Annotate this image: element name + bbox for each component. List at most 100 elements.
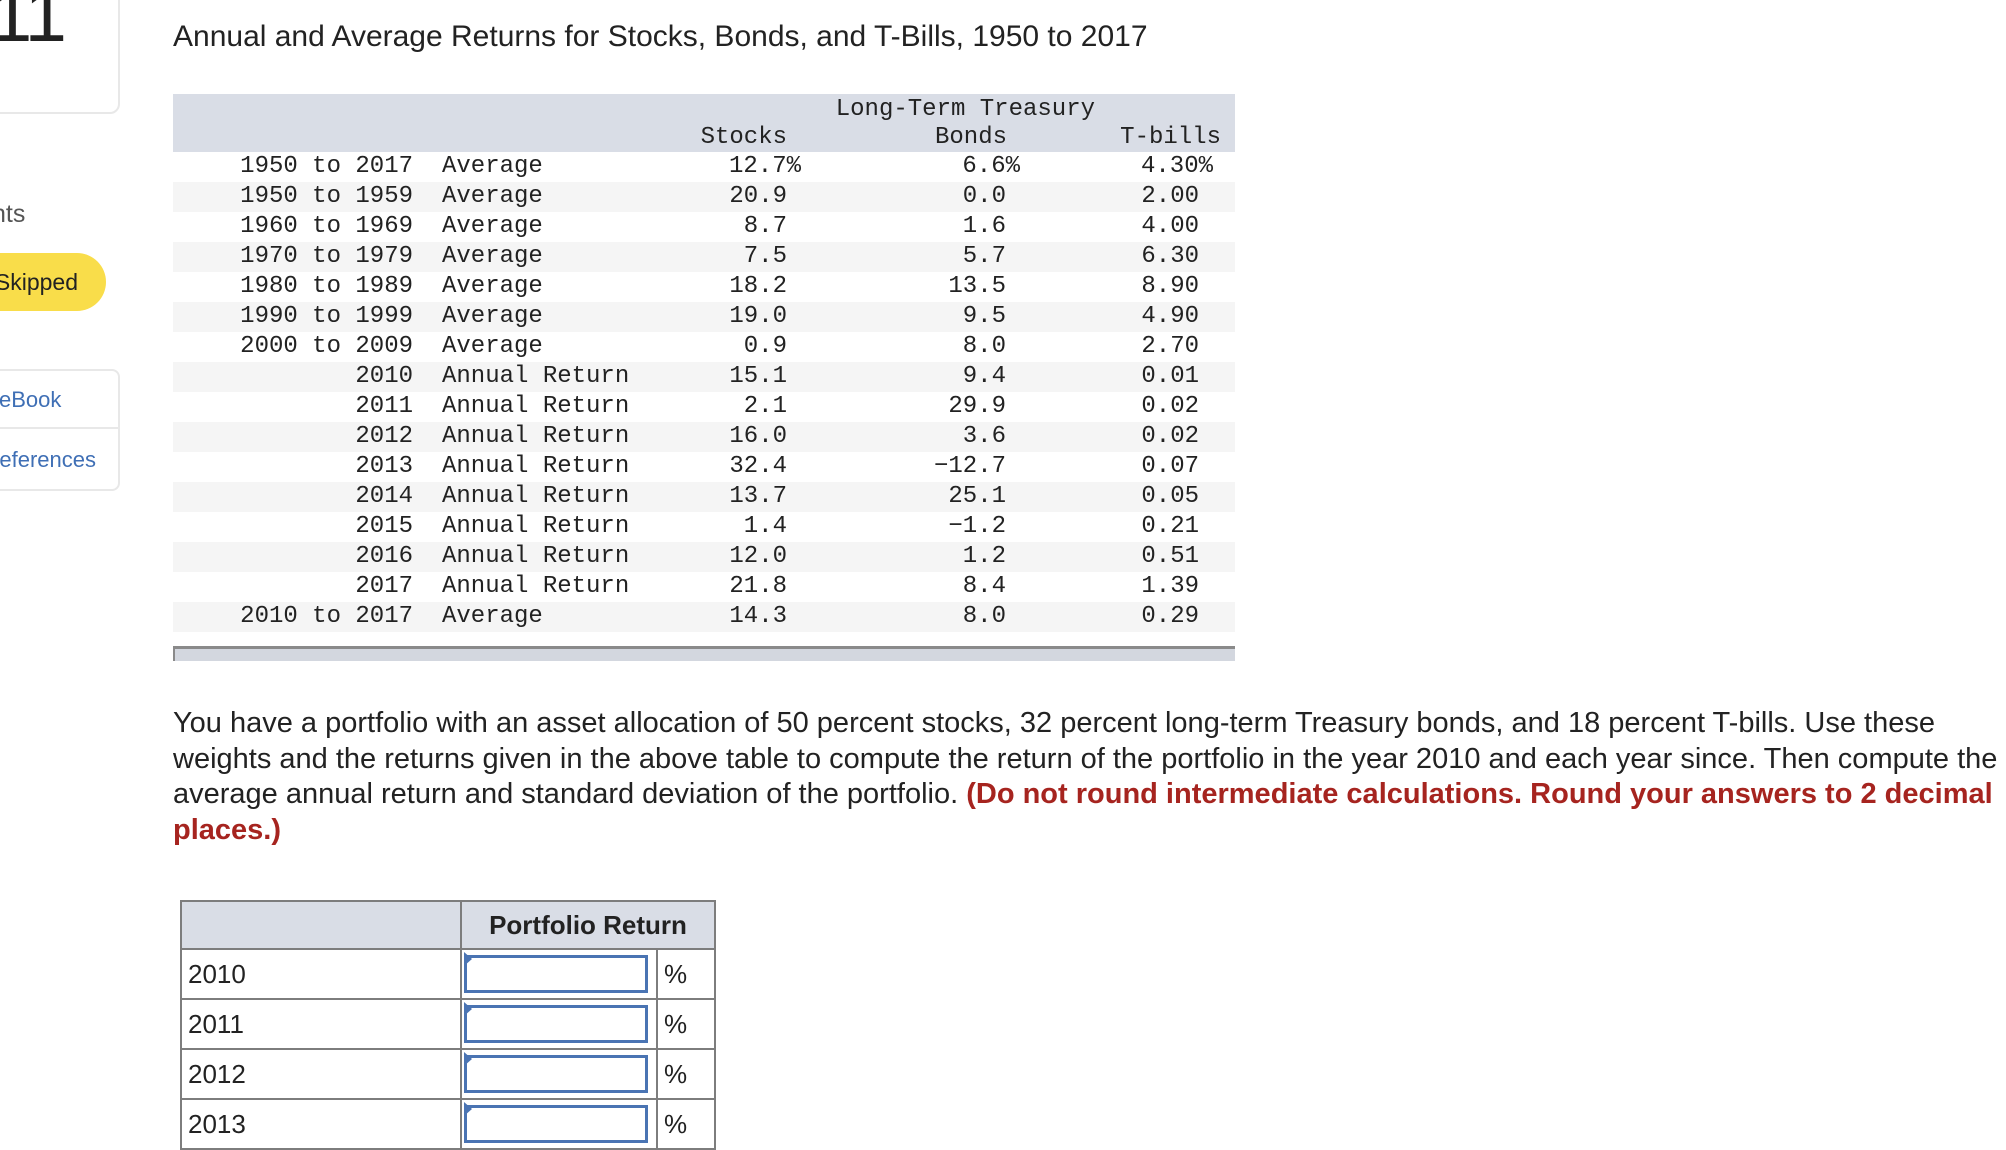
- question-number-card: 11: [0, 0, 120, 114]
- table-row: 1960 to 1969 Average 8.7 1.6 4.00: [173, 212, 1235, 242]
- answer-year: 2013: [180, 1098, 462, 1150]
- portfolio-return-input[interactable]: [464, 1005, 648, 1043]
- cell-period: 2000 to 2009: [240, 333, 413, 360]
- cell-tbills: 0.01: [1141, 363, 1199, 390]
- percent-unit: %: [656, 1098, 716, 1150]
- table-row: 2010 Annual Return 15.1 9.4 0.01: [173, 362, 1235, 392]
- table-row: 2016 Annual Return 12.0 1.2 0.51: [173, 542, 1235, 572]
- cell-period: 2011: [355, 393, 413, 420]
- header-bonds-line1: Long-Term Treasury: [835, 96, 1095, 123]
- cell-stocks: 15.1: [729, 363, 787, 390]
- cell-period: 2012: [355, 423, 413, 450]
- table-row: 1950 to 2017 Average 12.7% 6.6% 4.30%: [173, 152, 1235, 182]
- cell-period: 2010: [355, 363, 413, 390]
- table-row: 1990 to 1999 Average 19.0 9.5 4.90: [173, 302, 1235, 332]
- cell-tbills: 0.02: [1141, 423, 1199, 450]
- cell-bonds: 6.6%: [962, 153, 1020, 180]
- answer-table-header-row: Portfolio Return: [180, 900, 716, 950]
- cell-bonds: 0.0: [962, 183, 1006, 210]
- answer-table-body: 2010% 2011% 2012% 2013%: [180, 948, 716, 1150]
- percent-unit: %: [656, 948, 716, 1000]
- references-link-label: eferences: [0, 447, 96, 472]
- cell-tbills: 8.90: [1141, 273, 1199, 300]
- cell-period: 2015: [355, 513, 413, 540]
- cell-type: Average: [442, 333, 543, 360]
- rounding-instruction: (Do not round intermediate calculations.…: [173, 778, 1993, 846]
- cell-tbills: 0.02: [1141, 393, 1199, 420]
- cell-tbills: 0.29: [1141, 603, 1199, 630]
- cell-tbills: 0.21: [1141, 513, 1199, 540]
- ebook-link[interactable]: eBook: [0, 371, 118, 429]
- answer-row: 2011%: [180, 998, 716, 1050]
- returns-table: Long-Term Treasury Stocks Bonds T-bills …: [173, 94, 1235, 661]
- table-row: 2000 to 2009 Average 0.9 8.0 2.70: [173, 332, 1235, 362]
- cell-bonds: 9.4: [962, 363, 1006, 390]
- cell-type: Annual Return: [442, 393, 630, 420]
- cell-type: Average: [442, 303, 543, 330]
- cell-tbills: 0.07: [1141, 453, 1199, 480]
- table-row: 2015 Annual Return 1.4 −1.2 0.21: [173, 512, 1235, 542]
- returns-table-header: Long-Term Treasury Stocks Bonds T-bills: [173, 94, 1235, 152]
- returns-table-body: 1950 to 2017 Average 12.7% 6.6% 4.30% 1950 to…: [173, 152, 1235, 632]
- question-text: You have a portfolio with an asset alloc…: [173, 706, 2003, 848]
- portfolio-return-input[interactable]: [464, 1055, 648, 1093]
- cell-stocks: 2.1: [743, 393, 787, 420]
- table-row: 2012 Annual Return 16.0 3.6 0.02: [173, 422, 1235, 452]
- cell-type: Average: [442, 153, 543, 180]
- portfolio-return-input[interactable]: [464, 955, 648, 993]
- table-row: 2017 Annual Return 21.8 8.4 1.39: [173, 572, 1235, 602]
- resources-panel: eBook eferences: [0, 369, 120, 491]
- cell-bonds: −1.2: [948, 513, 1006, 540]
- percent-unit: %: [656, 998, 716, 1050]
- answer-input-cell: [460, 948, 658, 1000]
- cell-stocks: 7.5: [743, 243, 787, 270]
- cell-stocks: 12.7%: [728, 153, 801, 180]
- cell-stocks: 13.7: [729, 483, 787, 510]
- cell-period: 1960 to 1969: [240, 213, 413, 240]
- status-badge: Skipped: [0, 253, 106, 311]
- cell-period: 2010 to 2017: [240, 603, 413, 630]
- cell-bonds: 9.5: [962, 303, 1006, 330]
- cell-tbills: 4.90: [1141, 303, 1199, 330]
- cell-type: Average: [442, 243, 543, 270]
- cell-stocks: 8.7: [743, 213, 787, 240]
- table-footer-bar: [173, 646, 1235, 661]
- cell-period: 2013: [355, 453, 413, 480]
- cell-stocks: 32.4: [729, 453, 787, 480]
- answer-input-cell: [460, 1098, 658, 1150]
- points-label: nts: [0, 200, 26, 228]
- cell-period: 2017: [355, 573, 413, 600]
- cell-type: Annual Return: [442, 453, 630, 480]
- cell-type: Annual Return: [442, 543, 630, 570]
- references-link[interactable]: eferences: [0, 431, 118, 489]
- cell-period: 1950 to 1959: [240, 183, 413, 210]
- cell-type: Average: [442, 183, 543, 210]
- cell-type: Average: [442, 213, 543, 240]
- cell-tbills: 6.30: [1141, 243, 1199, 270]
- cell-bonds: 8.0: [962, 603, 1006, 630]
- table-row: 1970 to 1979 Average 7.5 5.7 6.30: [173, 242, 1235, 272]
- table-row: 2013 Annual Return 32.4 −12.7 0.07: [173, 452, 1235, 482]
- cell-tbills: 2.70: [1141, 333, 1199, 360]
- table-row: 2014 Annual Return 13.7 25.1 0.05: [173, 482, 1235, 512]
- question-body: You have a portfolio with an asset alloc…: [173, 707, 1998, 810]
- answer-year: 2012: [180, 1048, 462, 1100]
- answer-year: 2011: [180, 998, 462, 1050]
- answer-input-cell: [460, 998, 658, 1050]
- cell-bonds: 1.6: [962, 213, 1006, 240]
- header-tbills: T-bills: [1120, 124, 1221, 151]
- cell-bonds: 1.2: [962, 543, 1006, 570]
- cell-type: Annual Return: [442, 423, 630, 450]
- cell-stocks: 12.0: [729, 543, 787, 570]
- cell-type: Annual Return: [442, 483, 630, 510]
- question-number: 11: [0, 0, 67, 58]
- cell-stocks: 0.9: [743, 333, 787, 360]
- cell-tbills: 4.00: [1141, 213, 1199, 240]
- cell-period: 2016: [355, 543, 413, 570]
- cell-period: 2014: [355, 483, 413, 510]
- cell-type: Annual Return: [442, 573, 630, 600]
- cell-bonds: 3.6: [962, 423, 1006, 450]
- cell-tbills: 1.39: [1141, 573, 1199, 600]
- answer-header-blank: [180, 900, 462, 950]
- portfolio-return-input[interactable]: [464, 1105, 648, 1143]
